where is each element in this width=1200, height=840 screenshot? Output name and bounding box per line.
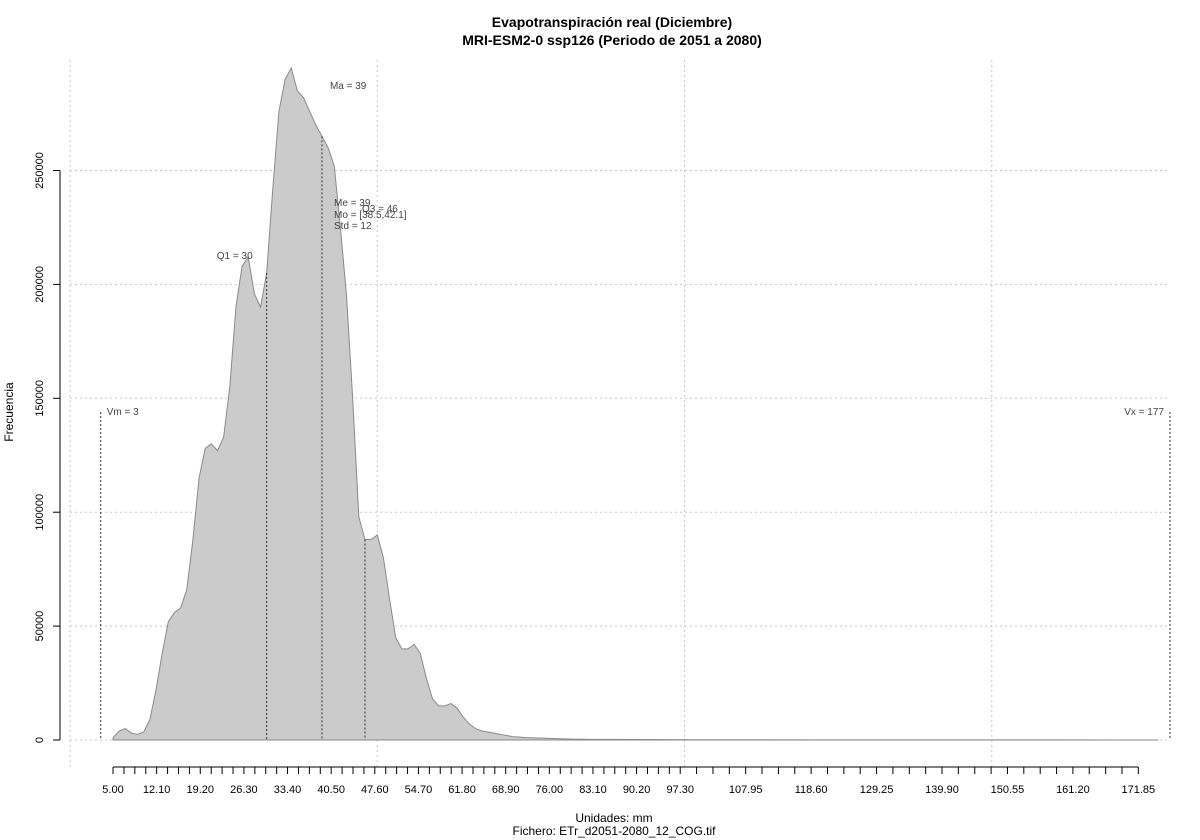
plot-area xyxy=(112,66,1159,741)
q3-label: Q3 = 46 xyxy=(362,204,398,215)
me-label: Me = 39 xyxy=(334,198,371,209)
y-tick-label: 100000 xyxy=(34,494,46,531)
std-label: Std = 12 xyxy=(334,221,372,232)
x-tick-label: 40.50 xyxy=(317,784,345,796)
vm-label: Vm = 3 xyxy=(107,407,139,418)
y-tick-label: 0 xyxy=(34,737,46,743)
x-tick-label: 129.25 xyxy=(860,784,894,796)
x-tick-label: 33.40 xyxy=(274,784,302,796)
x-tick-label: 161.20 xyxy=(1056,784,1090,796)
x-tick-label: 61.80 xyxy=(448,784,476,796)
x-tick-label: 5.00 xyxy=(102,784,123,796)
x-tick-label: 150.55 xyxy=(991,784,1025,796)
x-tick-label: 171.85 xyxy=(1122,784,1156,796)
x-tick-label: 68.90 xyxy=(492,784,520,796)
frequency-area xyxy=(112,66,1159,741)
x-tick-label: 19.20 xyxy=(187,784,215,796)
x-tick-label: 139.90 xyxy=(925,784,959,796)
chart-subtitle: MRI-ESM2-0 ssp126 (Periodo de 2051 a 208… xyxy=(462,32,762,48)
y-tick-label: 200000 xyxy=(34,266,46,303)
x-tick-label: 76.00 xyxy=(536,784,564,796)
x-tick-label: 83.10 xyxy=(579,784,607,796)
ma-label: Ma = 39 xyxy=(330,81,367,92)
chart-title: Evapotranspiración real (Diciembre) xyxy=(492,14,732,30)
axes: 0 50000 100000 150000 200000 250000 5.00 12.10 1… xyxy=(34,152,1155,796)
y-axis-title: Frecuencia xyxy=(2,382,16,442)
x-axis-title: Unidades: mm xyxy=(575,811,652,825)
mo-label: Mo = [38.5,42.1] xyxy=(334,210,407,221)
q1-label: Q1 = 30 xyxy=(217,251,253,262)
x-tick-label: 118.60 xyxy=(795,784,828,796)
vx-label: Vx = 177 xyxy=(1124,407,1164,418)
y-tick-label: 150000 xyxy=(34,380,46,417)
y-tick-label: 250000 xyxy=(34,152,46,189)
x-tick-label: 26.30 xyxy=(230,784,258,796)
x-tick-label: 12.10 xyxy=(143,784,171,796)
x-tick-label: 47.60 xyxy=(361,784,389,796)
x-tick-label: 97.30 xyxy=(666,784,694,796)
x-tick-label: 90.20 xyxy=(623,784,651,796)
x-tick-label: 54.70 xyxy=(405,784,433,796)
x-tick-label: 107.95 xyxy=(729,784,763,796)
y-tick-label: 50000 xyxy=(34,611,46,642)
file-caption: Fichero: ETr_d2051-2080_12_COG.tif xyxy=(513,824,717,838)
